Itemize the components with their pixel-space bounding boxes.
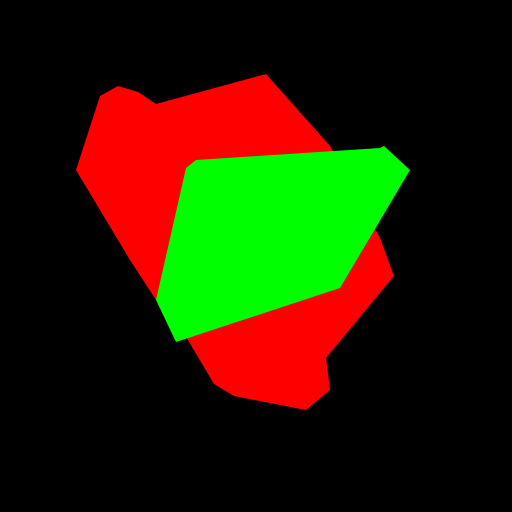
green-region xyxy=(156,146,410,342)
